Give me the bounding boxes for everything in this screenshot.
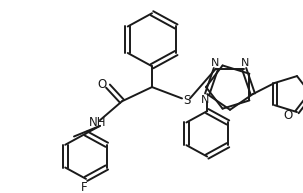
- Text: NH: NH: [89, 116, 107, 129]
- Text: N: N: [211, 58, 219, 68]
- Text: N: N: [201, 95, 209, 105]
- Text: S: S: [183, 94, 191, 107]
- Text: O: O: [283, 109, 292, 122]
- Text: F: F: [81, 181, 87, 193]
- Text: N: N: [241, 58, 249, 68]
- Text: O: O: [97, 78, 107, 91]
